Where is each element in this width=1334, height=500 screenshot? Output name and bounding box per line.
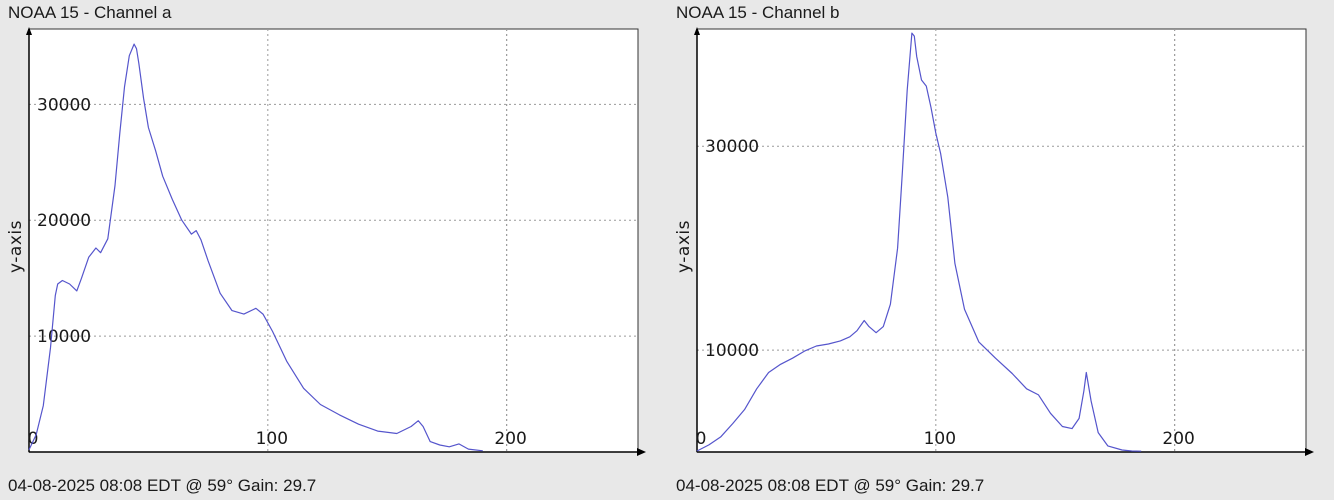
x-tick-label: 100	[256, 429, 288, 449]
x-tick-label: 0	[696, 429, 707, 449]
y-axis-arrow	[26, 27, 32, 35]
line-chart: y-axis 0 100 200 10000 30000	[674, 27, 1314, 456]
y-tick-label: 30000	[705, 137, 759, 157]
series-line	[696, 32, 1142, 452]
chart-title: NOAA 15 - Channel b	[676, 3, 840, 22]
y-tick-label: 20000	[37, 211, 91, 231]
chart-footer-status: 04-08-2025 08:08 EDT @ 59° Gain: 29.7	[676, 476, 985, 495]
line-chart: y-axis 0 100 200 10000 20000 30000	[6, 27, 646, 456]
x-tick-label: 200	[494, 429, 526, 449]
x-tick-label: 0	[28, 429, 39, 449]
y-tick-label: 30000	[37, 95, 91, 115]
chart-title: NOAA 15 - Channel a	[8, 3, 172, 22]
chart-panel-channel-a: NOAA 15 - Channel a y-axis 0 100 200 10000 20…	[0, 0, 660, 500]
y-tick-label: 10000	[37, 327, 91, 347]
plot-area	[696, 28, 1307, 453]
y-tick-label: 10000	[705, 341, 759, 361]
x-axis-arrow	[1305, 448, 1314, 456]
x-tick-label: 200	[1162, 429, 1194, 449]
x-axis-arrow	[637, 448, 646, 456]
x-tick-label: 100	[924, 429, 956, 449]
series-line	[28, 43, 483, 452]
chart-panel-channel-b: NOAA 15 - Channel b y-axis 0 100 200 10000 30…	[668, 0, 1328, 500]
chart-footer-status: 04-08-2025 08:08 EDT @ 59° Gain: 29.7	[8, 476, 317, 495]
y-axis-label: y-axis	[674, 220, 694, 273]
y-axis-arrow	[694, 27, 700, 35]
y-axis-label: y-axis	[6, 220, 26, 273]
plot-area	[28, 28, 639, 453]
